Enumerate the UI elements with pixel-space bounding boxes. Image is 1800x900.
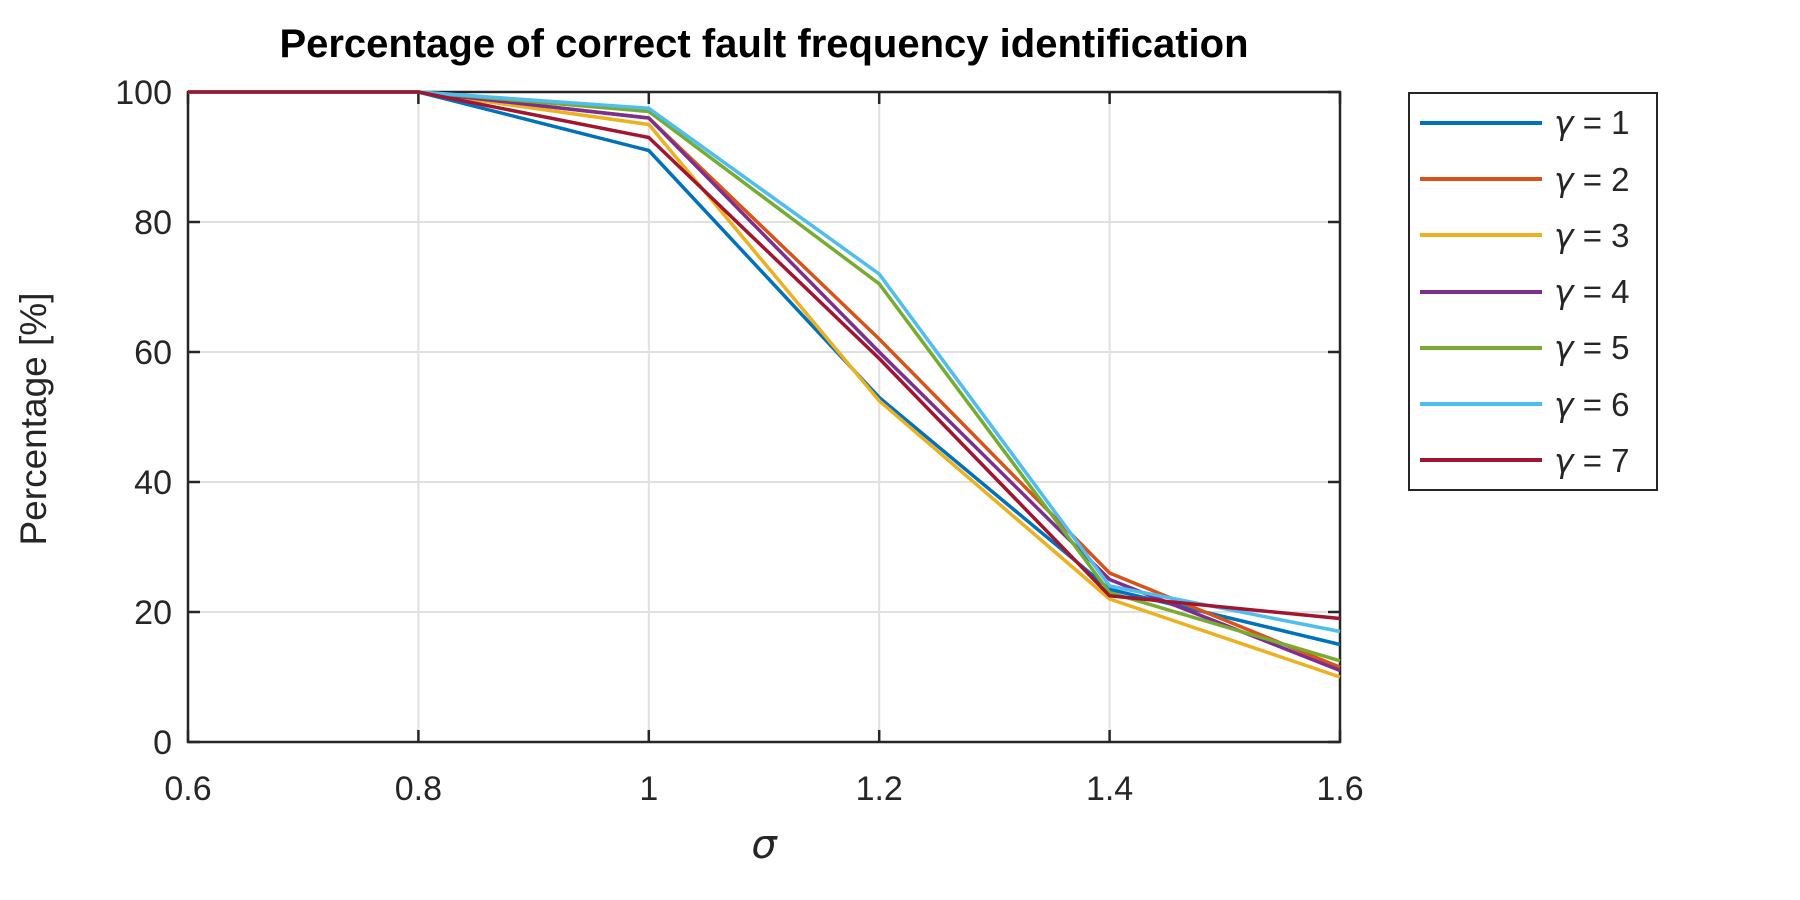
x-tick-label: 0.6 [164, 770, 211, 808]
series-line [188, 90, 1341, 673]
x-tick-label: 0.8 [395, 770, 442, 808]
x-tick-label: 1 [639, 770, 658, 808]
y-tick-label: 40 [134, 464, 172, 502]
series-line [188, 90, 1341, 669]
legend-label: γ = 5 [1554, 328, 1630, 368]
legend-box: γ = 1 γ = 2 γ = 3 γ = 4 γ = 5 γ = 6 γ = 7 [1408, 92, 1658, 491]
legend-entry: γ = 3 [1410, 208, 1656, 263]
legend-label: γ = 3 [1554, 215, 1630, 255]
series-line [188, 90, 1341, 679]
legend-label: γ = 7 [1554, 440, 1630, 480]
x-axis-label: σ [188, 822, 1340, 868]
series-line [188, 90, 1341, 663]
legend-label: γ = 4 [1554, 272, 1630, 311]
legend-line-sample [1420, 345, 1542, 350]
y-tick-label: 0 [153, 724, 172, 762]
x-tick-label: 1.2 [856, 770, 903, 808]
legend-line-sample [1420, 120, 1542, 125]
y-tick-label: 80 [134, 204, 172, 242]
legend-label: γ = 2 [1554, 159, 1630, 199]
legend-entry: γ = 2 [1410, 152, 1656, 207]
legend-entry: γ = 1 [1410, 95, 1656, 150]
legend-line-sample [1420, 177, 1542, 181]
legend-line-sample [1420, 458, 1542, 463]
y-tick-label: 20 [134, 594, 172, 632]
series-line [188, 90, 1341, 634]
legend-line-sample [1420, 402, 1542, 406]
legend-label: γ = 1 [1554, 103, 1630, 143]
y-tick-label: 100 [115, 74, 172, 112]
series-line [188, 90, 1341, 647]
legend-line-sample [1420, 289, 1542, 294]
sigma-symbol: σ [751, 822, 777, 868]
series-line [188, 90, 1341, 621]
legend-entry: γ = 5 [1410, 320, 1656, 375]
legend-label: γ = 6 [1554, 384, 1630, 424]
legend-line-sample [1420, 233, 1542, 238]
y-tick-label: 60 [134, 334, 172, 372]
x-tick-label: 1.6 [1316, 770, 1363, 808]
chart-title: Percentage of correct fault frequency id… [279, 22, 1249, 66]
legend-entry: γ = 4 [1410, 264, 1656, 319]
x-tick-label: 1.4 [1086, 770, 1133, 808]
legend-entry: γ = 7 [1410, 433, 1656, 488]
axes-box [186, 90, 1342, 744]
legend-entry: γ = 6 [1410, 377, 1656, 432]
